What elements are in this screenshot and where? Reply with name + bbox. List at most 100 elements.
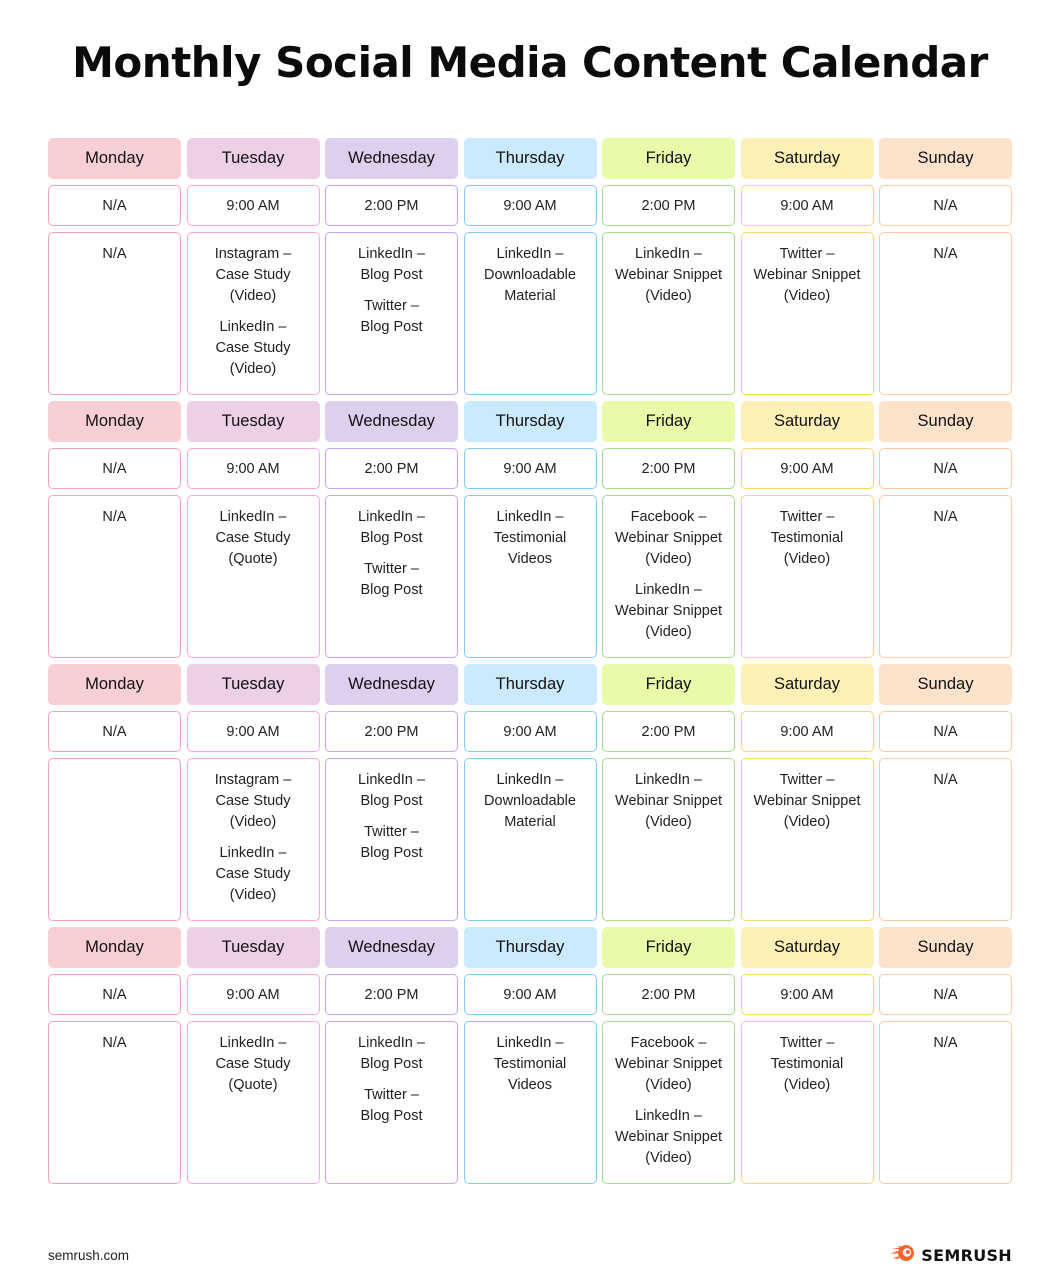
post-time-wednesday: 2:00 PM <box>325 711 458 752</box>
content-cell-thursday: LinkedIn – Testimonial Videos <box>463 1021 597 1184</box>
content-entry: LinkedIn – Case Study (Video) <box>215 319 291 377</box>
content-entry: N/A <box>933 1035 958 1051</box>
day-header-sunday: Sunday <box>879 401 1012 442</box>
day-header-wednesday: Wednesday <box>325 927 458 968</box>
day-header-tuesday: Tuesday <box>186 927 320 968</box>
post-time-tuesday: 9:00 AM <box>186 448 320 489</box>
content-entry: N/A <box>102 1035 127 1051</box>
content-entry: LinkedIn – Blog Post <box>358 509 425 546</box>
content-entry: Twitter – Blog Post <box>360 824 423 861</box>
post-time-saturday: 9:00 AM <box>740 974 874 1015</box>
day-header-monday: Monday <box>48 927 181 968</box>
footer-site-url: semrush.com <box>48 1248 130 1263</box>
content-entry: LinkedIn – Case Study (Quote) <box>215 1035 291 1093</box>
content-cell-tuesday: Instagram – Case Study (Video) LinkedIn –… <box>186 758 320 921</box>
day-header-monday: Monday <box>48 664 181 705</box>
semrush-logo: SEMRUSH <box>890 1244 1012 1267</box>
content-cell-sunday: N/A <box>879 758 1012 921</box>
post-time-monday: N/A <box>48 185 181 226</box>
content-cell-tuesday: LinkedIn – Case Study (Quote) <box>186 495 320 658</box>
content-entry: N/A <box>933 772 958 788</box>
day-header-wednesday: Wednesday <box>325 664 458 705</box>
day-header-monday: Monday <box>48 401 181 442</box>
content-cell-thursday: LinkedIn – Downloadable Material <box>463 232 597 395</box>
day-header-wednesday: Wednesday <box>325 138 458 179</box>
semrush-flame-icon <box>890 1244 916 1267</box>
post-time-monday: N/A <box>48 711 181 752</box>
content-entry: Twitter – Blog Post <box>360 298 423 335</box>
page-title: Monthly Social Media Content Calendar <box>72 38 988 87</box>
day-header-friday: Friday <box>602 138 735 179</box>
post-time-friday: 2:00 PM <box>602 711 735 752</box>
day-header-thursday: Thursday <box>463 664 597 705</box>
content-entry: Twitter – Webinar Snippet (Video) <box>753 772 861 830</box>
post-time-tuesday: 9:00 AM <box>186 711 320 752</box>
post-time-saturday: 9:00 AM <box>740 711 874 752</box>
content-cell-thursday: LinkedIn – Testimonial Videos <box>463 495 597 658</box>
content-cell-monday: N/A <box>48 1021 181 1184</box>
content-cell-wednesday: LinkedIn – Blog Post Twitter – Blog Post <box>325 495 458 658</box>
day-header-saturday: Saturday <box>740 927 874 968</box>
content-entry: LinkedIn – Downloadable Material <box>484 246 576 304</box>
post-time-wednesday: 2:00 PM <box>325 974 458 1015</box>
day-header-friday: Friday <box>602 401 735 442</box>
content-cell-tuesday: LinkedIn – Case Study (Quote) <box>186 1021 320 1184</box>
post-time-thursday: 9:00 AM <box>463 448 597 489</box>
content-entry: LinkedIn – Webinar Snippet (Video) <box>615 582 722 640</box>
day-header-thursday: Thursday <box>463 401 597 442</box>
content-entry: Facebook – Webinar Snippet (Video) <box>615 1035 722 1093</box>
content-entry: LinkedIn – Webinar Snippet (Video) <box>615 1108 722 1166</box>
content-entry: LinkedIn – Blog Post <box>358 772 425 809</box>
content-entry: N/A <box>102 246 127 262</box>
content-cell-friday: Facebook – Webinar Snippet (Video) Linked… <box>602 1021 735 1184</box>
day-header-saturday: Saturday <box>740 664 874 705</box>
post-time-friday: 2:00 PM <box>602 974 735 1015</box>
day-header-thursday: Thursday <box>463 138 597 179</box>
content-entry: Facebook – Webinar Snippet (Video) <box>615 509 722 567</box>
post-time-thursday: 9:00 AM <box>463 711 597 752</box>
post-time-wednesday: 2:00 PM <box>325 448 458 489</box>
week-block: Monday Tuesday Wednesday Thursday Friday Satu… <box>48 927 1012 1184</box>
content-entry: Twitter – Testimonial (Video) <box>770 509 844 567</box>
day-header-thursday: Thursday <box>463 927 597 968</box>
content-entry: LinkedIn – Webinar Snippet (Video) <box>615 246 722 304</box>
content-entry: LinkedIn – Testimonial Videos <box>493 1035 567 1093</box>
day-header-tuesday: Tuesday <box>186 664 320 705</box>
post-time-tuesday: 9:00 AM <box>186 185 320 226</box>
post-time-monday: N/A <box>48 448 181 489</box>
content-cell-tuesday: Instagram – Case Study (Video) LinkedIn –… <box>186 232 320 395</box>
content-entry: Twitter – Webinar Snippet (Video) <box>753 246 861 304</box>
day-header-tuesday: Tuesday <box>186 401 320 442</box>
week-block: Monday Tuesday Wednesday Thursday Friday Satu… <box>48 401 1012 658</box>
content-entry: LinkedIn – Case Study (Quote) <box>215 509 291 567</box>
week-block: Monday Tuesday Wednesday Thursday Friday Satu… <box>48 664 1012 921</box>
content-cell-wednesday: LinkedIn – Blog Post Twitter – Blog Post <box>325 758 458 921</box>
content-entry: LinkedIn – Case Study (Video) <box>215 845 291 903</box>
post-time-sunday: N/A <box>879 448 1012 489</box>
post-time-friday: 2:00 PM <box>602 185 735 226</box>
day-header-saturday: Saturday <box>740 401 874 442</box>
content-cell-saturday: Twitter – Webinar Snippet (Video) <box>740 232 874 395</box>
post-time-thursday: 9:00 AM <box>463 185 597 226</box>
content-entry: Twitter – Blog Post <box>360 561 423 598</box>
content-entry: N/A <box>102 509 127 525</box>
post-time-friday: 2:00 PM <box>602 448 735 489</box>
content-cell-wednesday: LinkedIn – Blog Post Twitter – Blog Post <box>325 232 458 395</box>
post-time-saturday: 9:00 AM <box>740 185 874 226</box>
post-time-sunday: N/A <box>879 974 1012 1015</box>
post-time-sunday: N/A <box>879 711 1012 752</box>
content-entry: N/A <box>933 246 958 262</box>
day-header-saturday: Saturday <box>740 138 874 179</box>
semrush-wordmark: SEMRUSH <box>921 1246 1012 1265</box>
content-entry: LinkedIn – Blog Post <box>358 246 425 283</box>
day-header-friday: Friday <box>602 927 735 968</box>
day-header-tuesday: Tuesday <box>186 138 320 179</box>
content-entry: Twitter – Testimonial (Video) <box>770 1035 844 1093</box>
content-cell-monday: N/A <box>48 232 181 395</box>
day-header-sunday: Sunday <box>879 138 1012 179</box>
day-header-sunday: Sunday <box>879 927 1012 968</box>
content-cell-friday: LinkedIn – Webinar Snippet (Video) <box>602 758 735 921</box>
content-entry: Instagram – Case Study (Video) <box>214 246 292 304</box>
content-cell-thursday: LinkedIn – Downloadable Material <box>463 758 597 921</box>
content-cell-friday: Facebook – Webinar Snippet (Video) Linked… <box>602 495 735 658</box>
